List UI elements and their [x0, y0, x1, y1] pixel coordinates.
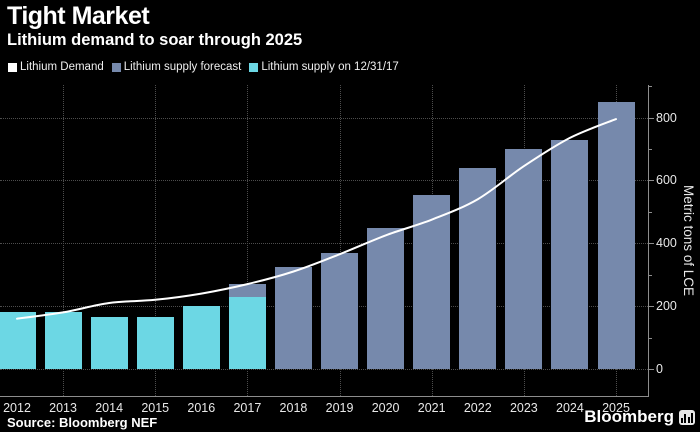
legend-swatch-forecast — [111, 62, 121, 72]
legend-item-forecast: Lithium supply forecast — [111, 61, 242, 73]
x-label-2017: 2017 — [233, 401, 262, 415]
demand-line — [16, 118, 617, 320]
bloomberg-logo-icon — [679, 409, 695, 425]
x-label-2023: 2023 — [509, 401, 538, 415]
gridline-h-800 — [0, 117, 648, 119]
legend-label-demand: Lithium Demand — [20, 61, 104, 73]
legend-label-supply: Lithium supply on 12/31/17 — [261, 61, 399, 73]
bar-2019-forecast — [321, 252, 359, 369]
legend-label-forecast: Lithium supply forecast — [123, 61, 242, 73]
gridline-v-2019 — [339, 85, 341, 396]
y-tick-200 — [649, 306, 654, 308]
x-label-2021: 2021 — [417, 401, 446, 415]
x-label-2024: 2024 — [556, 401, 584, 415]
bar-2022-forecast — [459, 167, 497, 369]
y-tick-minor-700 — [649, 148, 652, 150]
y-tick-label-400: 400 — [656, 236, 677, 251]
bar-2017-supply — [228, 296, 266, 369]
y-tick-minor-900 — [649, 86, 652, 88]
y-tick-minor-500 — [649, 211, 652, 213]
gridline-v-2017 — [247, 85, 249, 396]
y-tick-800 — [649, 117, 654, 119]
y-tick-label-800: 800 — [656, 110, 677, 125]
x-label-2016: 2016 — [187, 401, 216, 415]
bar-2020-forecast — [367, 227, 405, 369]
gridline-v-2015 — [155, 85, 157, 396]
legend-item-supply: Lithium supply on 12/31/17 — [249, 61, 399, 73]
x-label-2012: 2012 — [3, 401, 31, 415]
y-tick-label-200: 200 — [656, 299, 677, 314]
y-tick-label-600: 600 — [656, 173, 677, 188]
x-label-2019: 2019 — [325, 401, 354, 415]
bloomberg-branding: Bloomberg — [584, 407, 695, 427]
legend-swatch-supply — [249, 62, 259, 72]
gridline-v-2013 — [63, 85, 65, 396]
x-axis-line — [0, 396, 649, 397]
x-label-2018: 2018 — [279, 401, 308, 415]
x-label-2014: 2014 — [95, 401, 124, 415]
y-tick-600 — [649, 180, 654, 182]
bar-2016-supply — [182, 306, 220, 369]
bar-2023-forecast — [505, 148, 543, 369]
gridline-h-600 — [0, 180, 648, 182]
chart-legend: Lithium Demand Lithium supply forecast L… — [8, 61, 399, 73]
chart-subtitle: Lithium demand to soar through 2025 — [7, 31, 303, 49]
bloomberg-wordmark: Bloomberg — [584, 407, 674, 426]
x-label-2020: 2020 — [371, 401, 400, 415]
demand-line-layer — [16, 118, 617, 320]
gridline-h-0 — [0, 369, 648, 370]
bar-2012-supply — [0, 312, 36, 369]
plot-area — [0, 85, 648, 396]
bar-2025-forecast — [597, 101, 635, 369]
y-axis-title: Metric tons of LCE — [681, 184, 696, 297]
legend-item-demand: Lithium Demand — [8, 61, 104, 73]
x-label-2013: 2013 — [49, 401, 77, 415]
source-note: Source: Bloomberg NEF — [7, 415, 158, 430]
y-tick-0 — [649, 369, 654, 370]
y-axis-line — [648, 85, 649, 397]
chart-title: Tight Market — [7, 2, 150, 30]
x-label-2022: 2022 — [463, 401, 492, 415]
x-label-2015: 2015 — [141, 401, 170, 415]
y-tick-400 — [649, 243, 654, 245]
y-tick-minor-100 — [649, 337, 652, 339]
bar-2018-forecast — [274, 266, 312, 369]
bar-2024-forecast — [551, 139, 589, 369]
gridline-h-400 — [0, 243, 648, 245]
x-label-2025: 2025 — [602, 401, 630, 415]
y-tick-label-0: 0 — [656, 362, 663, 376]
bar-2014-supply — [90, 317, 128, 369]
legend-swatch-demand — [8, 62, 17, 72]
bar-2015-supply — [136, 317, 174, 369]
y-tick-minor-300 — [649, 274, 652, 276]
bar-2013-supply — [44, 312, 82, 369]
